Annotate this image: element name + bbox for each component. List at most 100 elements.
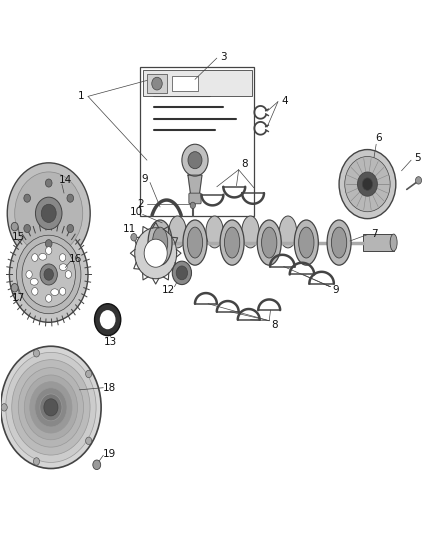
Circle shape [32, 254, 38, 261]
Circle shape [93, 460, 101, 470]
Text: 9: 9 [141, 174, 148, 184]
Circle shape [15, 172, 83, 255]
Circle shape [40, 264, 57, 285]
Text: 11: 11 [123, 224, 136, 235]
Text: 19: 19 [102, 449, 116, 458]
Circle shape [172, 261, 191, 285]
FancyBboxPatch shape [141, 67, 254, 216]
Ellipse shape [206, 216, 223, 248]
Ellipse shape [148, 220, 172, 265]
Text: 12: 12 [162, 286, 175, 295]
Circle shape [1, 403, 7, 411]
Text: 18: 18 [102, 383, 116, 393]
FancyBboxPatch shape [172, 76, 198, 91]
Circle shape [60, 288, 66, 295]
Circle shape [11, 284, 18, 292]
Text: 3: 3 [220, 52, 227, 61]
Polygon shape [188, 175, 202, 195]
Circle shape [12, 360, 90, 455]
Circle shape [85, 370, 92, 378]
Circle shape [182, 144, 208, 176]
Ellipse shape [187, 227, 203, 258]
Circle shape [44, 399, 58, 416]
Circle shape [67, 224, 74, 232]
Circle shape [152, 77, 162, 90]
Ellipse shape [299, 227, 314, 258]
Text: 13: 13 [104, 337, 117, 347]
Circle shape [33, 350, 39, 357]
Text: 2: 2 [137, 199, 144, 209]
Circle shape [30, 382, 72, 433]
Polygon shape [135, 228, 177, 279]
Circle shape [144, 239, 167, 267]
Circle shape [85, 437, 92, 445]
Text: 8: 8 [272, 320, 278, 330]
Ellipse shape [169, 216, 186, 248]
Circle shape [22, 242, 75, 307]
Circle shape [32, 288, 38, 295]
Text: 4: 4 [281, 95, 288, 106]
Text: 17: 17 [11, 293, 25, 303]
Circle shape [362, 178, 373, 190]
Circle shape [35, 388, 67, 427]
Text: 16: 16 [69, 254, 82, 263]
FancyBboxPatch shape [145, 70, 250, 142]
Circle shape [17, 235, 81, 314]
Text: 7: 7 [371, 229, 377, 239]
Circle shape [24, 194, 31, 202]
Circle shape [10, 227, 88, 322]
Circle shape [100, 310, 116, 329]
Circle shape [357, 172, 378, 196]
Circle shape [40, 394, 62, 421]
Circle shape [46, 240, 52, 248]
FancyBboxPatch shape [189, 193, 201, 204]
Circle shape [46, 295, 52, 302]
Text: 5: 5 [414, 152, 421, 163]
Ellipse shape [39, 254, 46, 260]
Ellipse shape [332, 227, 347, 258]
Circle shape [24, 375, 78, 440]
Ellipse shape [51, 289, 59, 295]
Circle shape [190, 202, 195, 208]
Circle shape [176, 266, 187, 280]
Circle shape [7, 163, 90, 264]
Ellipse shape [242, 216, 259, 248]
Text: 9: 9 [333, 286, 339, 295]
Circle shape [46, 179, 52, 187]
Text: 10: 10 [130, 207, 143, 217]
Circle shape [60, 254, 66, 261]
FancyBboxPatch shape [147, 74, 166, 93]
FancyBboxPatch shape [143, 70, 252, 96]
Circle shape [188, 152, 202, 168]
Circle shape [44, 269, 53, 280]
Ellipse shape [224, 227, 240, 258]
Ellipse shape [257, 220, 281, 265]
Circle shape [24, 224, 31, 232]
Circle shape [1, 346, 101, 469]
Circle shape [11, 222, 18, 231]
Circle shape [41, 204, 56, 222]
Text: 6: 6 [375, 133, 381, 143]
Circle shape [35, 197, 62, 230]
Circle shape [67, 194, 74, 202]
Ellipse shape [294, 220, 318, 265]
Ellipse shape [59, 264, 67, 271]
Circle shape [95, 304, 121, 336]
Circle shape [416, 176, 422, 184]
Text: 15: 15 [11, 232, 25, 243]
Text: 1: 1 [78, 91, 85, 101]
Text: 14: 14 [59, 175, 72, 185]
Circle shape [33, 458, 39, 465]
Circle shape [46, 247, 52, 254]
Text: 8: 8 [241, 159, 247, 169]
Ellipse shape [152, 227, 168, 258]
Circle shape [6, 352, 96, 463]
FancyBboxPatch shape [363, 234, 394, 251]
Circle shape [339, 150, 396, 219]
Ellipse shape [279, 216, 297, 248]
Ellipse shape [327, 220, 351, 265]
Ellipse shape [183, 220, 207, 265]
Ellipse shape [261, 227, 277, 258]
Circle shape [131, 233, 137, 241]
Ellipse shape [30, 278, 38, 285]
